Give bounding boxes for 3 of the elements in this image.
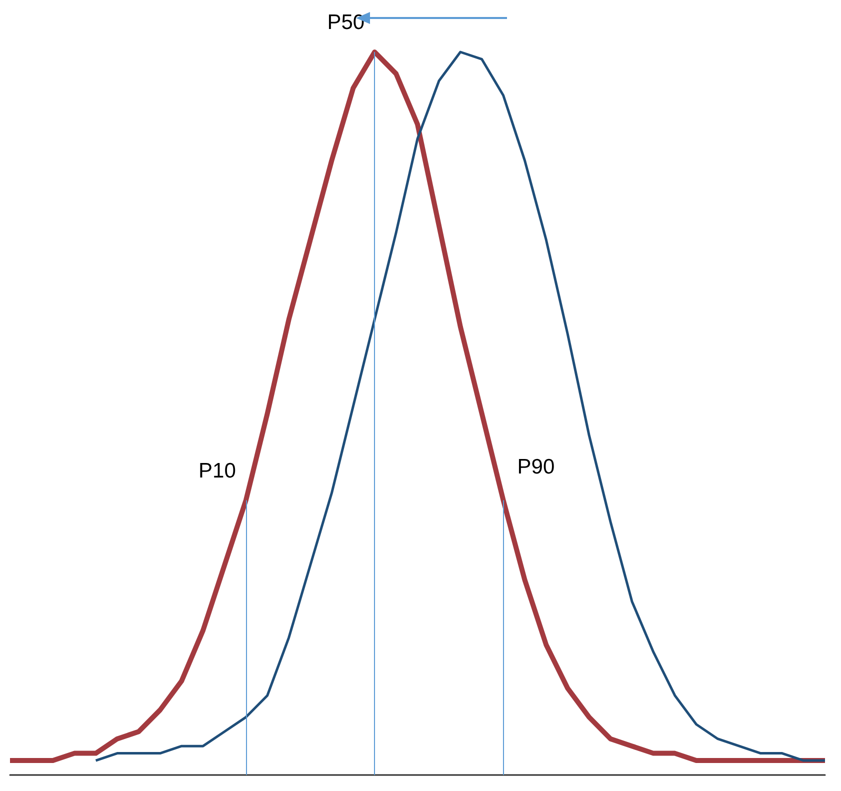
annotation: P90 [517, 455, 555, 478]
annotation: P10 [198, 459, 236, 482]
text: P50 [327, 11, 365, 34]
